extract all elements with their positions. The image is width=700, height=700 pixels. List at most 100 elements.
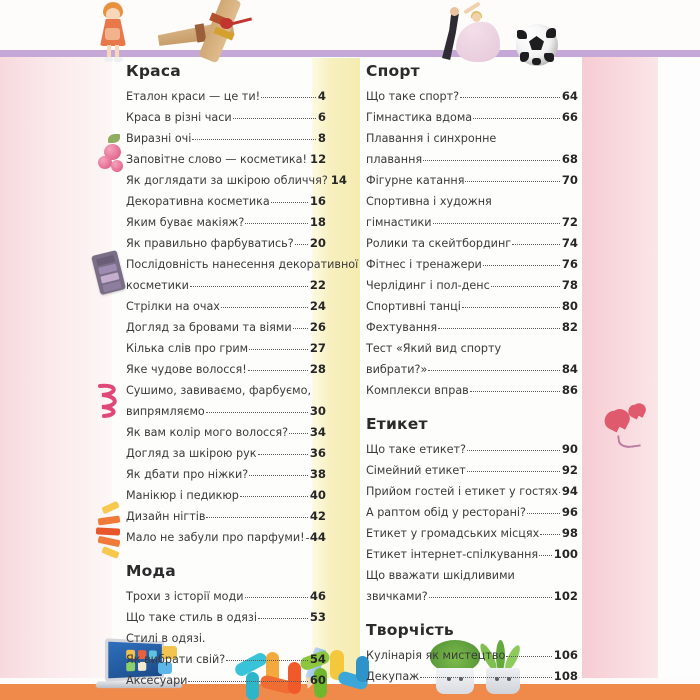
toc-entry[interactable]: Етикет інтернет-спілкування 100: [366, 544, 578, 565]
toc-entry-label: Плавання і синхронне: [366, 132, 497, 145]
toc-leader-dots: [206, 507, 308, 518]
toc-entry[interactable]: Мало не забули про парфуми! 44: [126, 527, 326, 548]
toc-page-number: 86: [561, 383, 578, 397]
toc-entry[interactable]: Спортивна і художня: [366, 191, 578, 212]
toc-entry[interactable]: Манікюр і педикюр 40: [126, 485, 326, 506]
toc-leader-dots: [189, 276, 308, 287]
toc-entry[interactable]: Заповітне слово — косметика! 12: [126, 149, 326, 170]
toc-leader-dots: [466, 440, 560, 451]
toc-entry[interactable]: Як вибрати свій? 54: [126, 649, 326, 670]
toc-entry[interactable]: Стрілки на очах 24: [126, 296, 326, 317]
toc-entry[interactable]: Тест «Який вид спорту: [366, 338, 578, 359]
toc-section: Спорт Що таке спорт? 64 Гімнастика вдома 66 П…: [366, 62, 578, 401]
toc-entry[interactable]: Кілька слів про грим 27: [126, 338, 326, 359]
toc-entry[interactable]: випрямляємо 30: [126, 401, 326, 422]
toc-page-number: 46: [309, 589, 326, 603]
toc-entry[interactable]: гімнастики 72: [366, 212, 578, 233]
toc-entry[interactable]: Черлідинг і пол-денс 78: [366, 275, 578, 296]
toc-page-number: 38: [309, 467, 326, 481]
toc-entry[interactable]: звичками? 102: [366, 586, 578, 607]
toc-leader-dots: [465, 171, 560, 182]
toc-entry[interactable]: Плавання і синхронне: [366, 128, 578, 149]
toc-entry[interactable]: Фігурне катання 70: [366, 170, 578, 191]
toc-leader-dots: [239, 486, 308, 497]
toc-entry[interactable]: Що таке стиль в одязі 53: [126, 607, 326, 628]
toc-page-number: 34: [309, 425, 326, 439]
toc-entry[interactable]: плавання 68: [366, 149, 578, 170]
toc-entry-label: Гімнастика вдома: [366, 111, 473, 124]
toc-entry[interactable]: Трохи з історії моди 46: [126, 586, 326, 607]
toc-entry[interactable]: косметики 22: [126, 275, 326, 296]
toc-leader-dots: [294, 234, 308, 245]
toc-entry-label: Кілька слів про грим: [126, 342, 249, 355]
toc-column-left: Краса Еталон краси — це ти! 4 Краса в різні…: [126, 62, 358, 691]
toc-entry[interactable]: Що таке етикет? 90: [366, 439, 578, 460]
toc-entry[interactable]: Етикет у громадських місцях 98: [366, 523, 578, 544]
toc-leader-dots: [506, 646, 552, 657]
toc-entry-label: А раптом обід у ресторані?: [366, 506, 526, 519]
toc-entry[interactable]: Аксесуари 60: [126, 670, 326, 691]
purple-divider-rule: [0, 50, 700, 57]
toc-entry-label: Яким буває макіяж?: [126, 216, 245, 229]
toc-entry[interactable]: Догляд за шкірою рук 36: [126, 443, 326, 464]
toc-entry[interactable]: Сімейний етикет 92: [366, 460, 578, 481]
toc-page-number: 102: [553, 589, 578, 603]
toc-leader-dots: [247, 360, 308, 371]
toc-entry[interactable]: Прийом гостей і етикет у гостях 94: [366, 481, 578, 502]
toc-entry[interactable]: Кулінарія як мистецтво 106: [366, 645, 578, 666]
toc-entry[interactable]: Стилі в одязі.: [126, 628, 326, 649]
toc-entry[interactable]: вибрати?» 84: [366, 359, 578, 380]
toc-entry-label: звичками?: [366, 590, 428, 603]
toc-entry[interactable]: Гімнастика вдома 66: [366, 107, 578, 128]
toc-entry[interactable]: Яке чудове волосся! 28: [126, 359, 326, 380]
toc-leader-dots: [432, 213, 560, 224]
toc-entry[interactable]: Фехтування 82: [366, 317, 578, 338]
toc-entry[interactable]: А раптом обід у ресторані? 96: [366, 502, 578, 523]
toc-leader-dots: [493, 192, 577, 203]
toc-entry[interactable]: Еталон краси — це ти! 4: [126, 86, 326, 107]
toc-entry[interactable]: Фітнес і тренажери 76: [366, 254, 578, 275]
toc-entry-label: Як правильно фарбуватись?: [126, 237, 294, 250]
toc-page-number: 26: [309, 320, 326, 334]
toc-entry[interactable]: Комплекси вправ 86: [366, 380, 578, 401]
toc-entry-label: Етикет у громадських місцях: [366, 527, 540, 540]
toc-entry-label: гімнастики: [366, 216, 432, 229]
toc-entry[interactable]: Як доглядати за шкірою обличчя? 14: [126, 170, 347, 191]
toc-entry-label: Трохи з історії моди: [126, 590, 244, 603]
section-title: Мода: [126, 562, 176, 580]
toc-entry[interactable]: Декупаж 108: [366, 666, 578, 687]
toc-leader-dots: [220, 297, 308, 308]
toc-entry[interactable]: Спортивні танці 80: [366, 296, 578, 317]
toc-entry-label: Фітнес і тренажери: [366, 258, 482, 271]
toc-entry-label: Сімейний етикет: [366, 464, 466, 477]
toc-leader-dots: [469, 381, 560, 392]
toc-page-number: 60: [309, 673, 326, 687]
center-yellow-band: [312, 58, 360, 678]
toc-entry[interactable]: Краса в різні часи 6: [126, 107, 326, 128]
toc-entry[interactable]: Що таке спорт? 64: [366, 86, 578, 107]
toc-entry[interactable]: Сушимо, завиваємо, фарбуємо,: [126, 380, 326, 401]
toc-entry[interactable]: Виразні очі 8: [126, 128, 326, 149]
toc-entry[interactable]: Дизайн нігтів 42: [126, 506, 326, 527]
toc-leader-dots: [423, 150, 560, 161]
toc-entry[interactable]: Як дбати про ніжки? 38: [126, 464, 326, 485]
toc-entry[interactable]: Яким буває макіяж? 18: [126, 212, 326, 233]
toc-leader-dots: [232, 108, 316, 119]
toc-page-number: 24: [309, 299, 326, 313]
toc-leader-dots: [305, 528, 308, 539]
toc-entry[interactable]: Ролики та скейтбординг 74: [366, 233, 578, 254]
toc-entry[interactable]: Декоративна косметика 16: [126, 191, 326, 212]
toc-section: Мода Трохи з історії моди 46 Що таке стиль …: [126, 562, 326, 691]
toc-section: Творчість Кулінарія як мистецтво 106 Декупа…: [366, 621, 578, 687]
toc-leader-dots: [438, 318, 560, 329]
toc-leader-dots: [460, 87, 560, 98]
toc-entry-label: Комплекси вправ: [366, 384, 469, 397]
toc-entry[interactable]: Як правильно фарбуватись? 20: [126, 233, 326, 254]
toc-entry-label: Фігурне катання: [366, 174, 465, 187]
toc-entry-label: Що таке спорт?: [366, 90, 460, 103]
toc-entry[interactable]: Як вам колір мого волосся? 34: [126, 422, 326, 443]
toc-entry[interactable]: Що вважати шкідливими: [366, 565, 578, 586]
toc-leader-dots: [292, 318, 308, 329]
toc-entry[interactable]: Догляд за бровами та віями 26: [126, 317, 326, 338]
toc-entry[interactable]: Послідовність нанесення декоративної: [126, 254, 358, 275]
